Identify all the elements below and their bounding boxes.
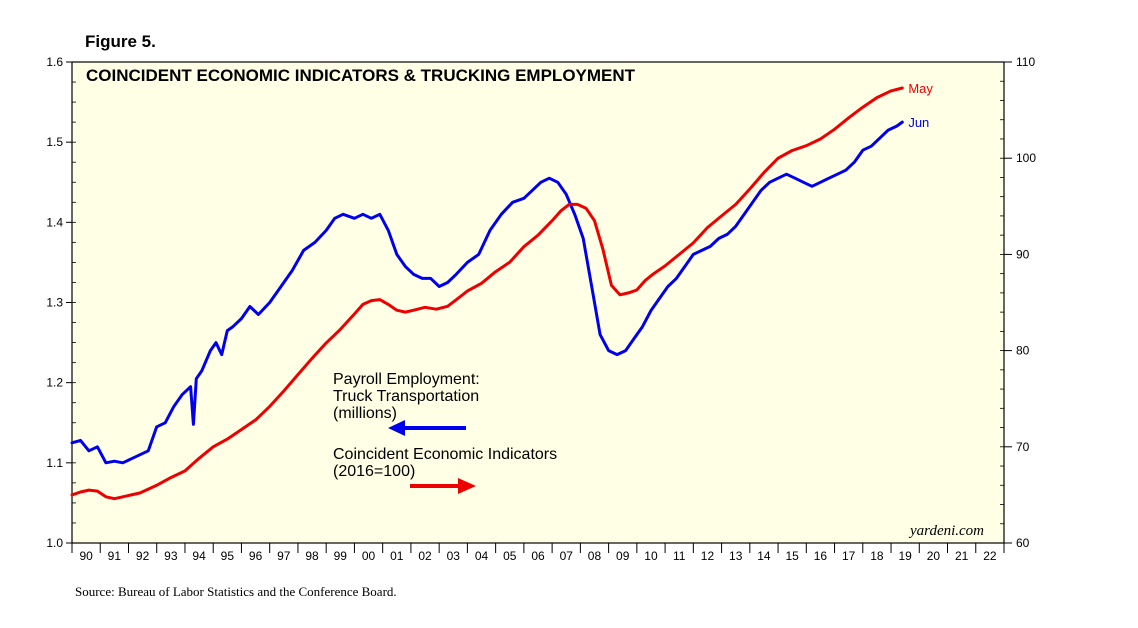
x-tick-label: 19 <box>898 549 912 563</box>
left-tick-label: 1.1 <box>46 456 63 470</box>
left-tick-label: 1.4 <box>46 215 63 229</box>
x-tick-label: 00 <box>362 549 376 563</box>
cei-end-label: May <box>908 81 933 96</box>
x-tick-label: 17 <box>842 549 856 563</box>
x-axis: 90 91 92 93 94 95 96 97 98 99 00 01 02 03 04 05 06 07 08 09… <box>71 543 1005 563</box>
x-tick-label: 03 <box>447 549 461 563</box>
x-tick-label: 12 <box>701 549 715 563</box>
x-tick-label: 01 <box>390 549 404 563</box>
payroll-label-line-3: (millions) <box>333 405 397 422</box>
brand-watermark: yardeni.com <box>908 523 984 539</box>
x-tick-label: 98 <box>305 549 319 563</box>
right-tick-label: 100 <box>1016 151 1036 165</box>
x-tick-label: 02 <box>418 549 432 563</box>
left-tick-label: 1.5 <box>46 135 63 149</box>
x-tick-label: 06 <box>531 549 545 563</box>
left-tick-label: 1.0 <box>46 536 63 550</box>
cei-annotation: Coincident Economic Indicators (2016=100… <box>333 446 557 494</box>
cei-label-line-1: Coincident Economic Indicators <box>333 446 557 463</box>
x-tick-label: 90 <box>79 549 93 563</box>
cei-label-line-2: (2016=100) <box>333 463 415 480</box>
figure-label: Figure 5. <box>85 32 156 51</box>
right-tick-label: 60 <box>1016 536 1030 550</box>
x-tick-label: 92 <box>136 549 150 563</box>
x-tick-label: 99 <box>334 549 348 563</box>
x-tick-label: 20 <box>927 549 941 563</box>
left-tick-label: 1.3 <box>46 296 63 310</box>
x-tick-label: 10 <box>644 549 658 563</box>
x-tick-label: 22 <box>983 549 997 563</box>
payroll-label-line-1: Payroll Employment: <box>333 371 480 388</box>
blue-arrow-icon <box>388 420 466 436</box>
x-tick-label: 97 <box>277 549 291 563</box>
left-axis: 1.0 1.1 1.2 1.3 1.4 1.5 1.6 <box>46 55 76 550</box>
source-note: Source: Bureau of Labor Statistics and t… <box>75 584 397 599</box>
x-tick-label: 16 <box>814 549 828 563</box>
x-tick-label: 07 <box>560 549 574 563</box>
x-tick-label: 91 <box>108 549 122 563</box>
x-tick-label: 13 <box>729 549 743 563</box>
x-tick-label: 05 <box>503 549 517 563</box>
x-tick-label: 21 <box>955 549 969 563</box>
x-tick-label: 11 <box>673 549 686 563</box>
x-tick-label: 93 <box>164 549 178 563</box>
red-arrow-icon <box>410 478 476 494</box>
left-tick-label: 1.6 <box>46 55 63 69</box>
trucking-employment-line <box>70 120 904 465</box>
payroll-label-line-2: Truck Transportation <box>333 388 479 405</box>
chart-title: COINCIDENT ECONOMIC INDICATORS & TRUCKIN… <box>86 66 636 85</box>
x-tick-label: 96 <box>249 549 263 563</box>
x-tick-label: 15 <box>786 549 800 563</box>
x-tick-label: 08 <box>588 549 602 563</box>
x-tick-label: 94 <box>192 549 206 563</box>
right-tick-label: 70 <box>1016 440 1030 454</box>
left-tick-label: 1.2 <box>46 376 63 390</box>
right-axis: 60 70 80 90 100 110 <box>1000 55 1036 550</box>
series-layer: Jun May <box>70 81 933 501</box>
x-tick-label: 95 <box>221 549 235 563</box>
x-tick-label: 04 <box>475 549 489 563</box>
payroll-annotation: Payroll Employment: Truck Transportation… <box>333 371 480 436</box>
x-tick-label: 18 <box>870 549 884 563</box>
right-tick-label: 110 <box>1016 55 1035 69</box>
right-tick-label: 90 <box>1016 247 1030 261</box>
x-tick-label: 14 <box>757 549 771 563</box>
x-tick-label: 09 <box>616 549 630 563</box>
trucking-end-label: Jun <box>908 115 929 130</box>
right-tick-label: 80 <box>1016 344 1030 358</box>
plot-area <box>71 61 1005 544</box>
cei-line <box>70 86 904 501</box>
